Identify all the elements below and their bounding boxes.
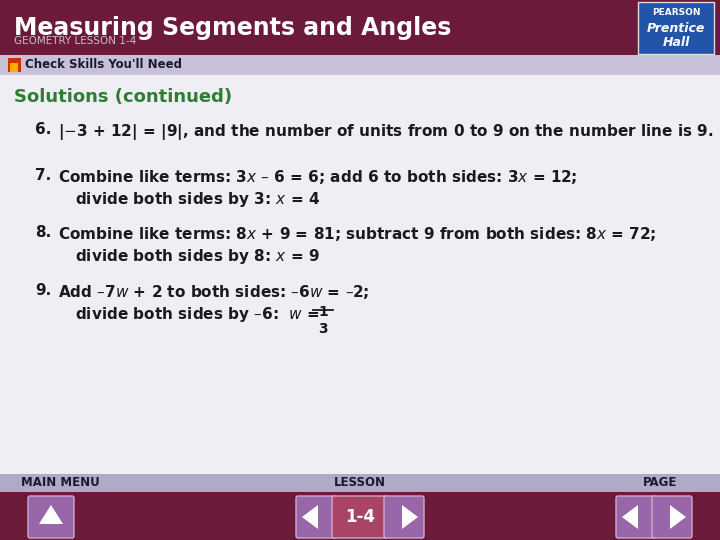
- Text: Add –7$w$ + 2 to both sides: –6$w$ = –2;: Add –7$w$ + 2 to both sides: –6$w$ = –2;: [58, 283, 369, 301]
- Text: divide both sides by 8: $x$ = 9: divide both sides by 8: $x$ = 9: [75, 247, 320, 266]
- Text: 1-4: 1-4: [345, 508, 375, 526]
- Text: PEARSON: PEARSON: [652, 8, 701, 17]
- Text: Check Skills You'll Need: Check Skills You'll Need: [25, 58, 182, 71]
- FancyBboxPatch shape: [616, 496, 656, 538]
- FancyBboxPatch shape: [0, 0, 720, 55]
- Polygon shape: [670, 505, 686, 529]
- Text: PAGE: PAGE: [643, 476, 678, 489]
- Text: |$-$3 + 12| = |9|, and the number of units from 0 to 9 on the number line is 9.: |$-$3 + 12| = |9|, and the number of uni…: [58, 122, 714, 142]
- Polygon shape: [39, 505, 63, 524]
- Text: divide both sides by –6:  $w$ =: divide both sides by –6: $w$ =: [75, 305, 320, 324]
- Text: 9.: 9.: [35, 283, 51, 298]
- FancyBboxPatch shape: [0, 75, 720, 474]
- FancyBboxPatch shape: [652, 496, 692, 538]
- Text: 1: 1: [318, 305, 328, 319]
- Text: GEOMETRY LESSON 1-4: GEOMETRY LESSON 1-4: [14, 36, 136, 46]
- Text: LESSON: LESSON: [334, 476, 386, 489]
- Text: 8.: 8.: [35, 225, 51, 240]
- Text: Solutions (continued): Solutions (continued): [14, 88, 232, 106]
- Text: Hall: Hall: [662, 36, 690, 49]
- Text: MAIN MENU: MAIN MENU: [21, 476, 99, 489]
- Text: divide both sides by 3: $x$ = 4: divide both sides by 3: $x$ = 4: [75, 190, 320, 209]
- Text: 7.: 7.: [35, 168, 51, 183]
- FancyBboxPatch shape: [0, 55, 720, 75]
- FancyBboxPatch shape: [296, 496, 336, 538]
- Text: Prentice: Prentice: [647, 22, 705, 35]
- Text: Measuring Segments and Angles: Measuring Segments and Angles: [14, 16, 451, 40]
- Polygon shape: [302, 505, 318, 529]
- Text: Combine like terms: 8$x$ + 9 = 81; subtract 9 from both sides: 8$x$ = 72;: Combine like terms: 8$x$ + 9 = 81; subtr…: [58, 225, 656, 243]
- FancyBboxPatch shape: [10, 63, 18, 72]
- Polygon shape: [622, 505, 638, 529]
- FancyBboxPatch shape: [8, 58, 21, 72]
- Text: 3: 3: [318, 322, 328, 336]
- FancyBboxPatch shape: [0, 474, 720, 492]
- FancyBboxPatch shape: [332, 496, 388, 538]
- FancyBboxPatch shape: [0, 492, 720, 540]
- Text: Combine like terms: 3$x$ – 6 = 6; add 6 to both sides: 3$x$ = 12;: Combine like terms: 3$x$ – 6 = 6; add 6 …: [58, 168, 577, 186]
- FancyBboxPatch shape: [384, 496, 424, 538]
- FancyBboxPatch shape: [28, 496, 74, 538]
- Text: 6.: 6.: [35, 122, 51, 137]
- FancyBboxPatch shape: [638, 2, 714, 54]
- Polygon shape: [402, 505, 418, 529]
